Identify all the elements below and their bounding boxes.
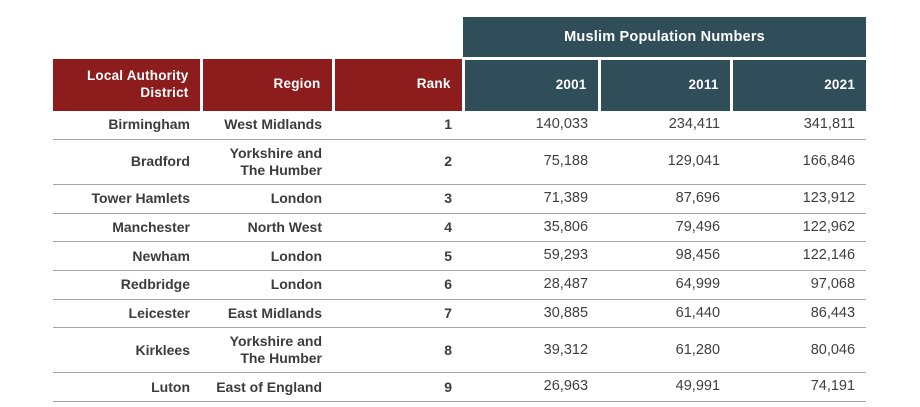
table-row: Bradford Yorkshire and The Humber 2 75,1… [53,139,867,185]
pop-2011-cell: 64,999 [599,270,732,300]
pop-2001-cell: 59,293 [463,241,600,271]
rank-cell: 1 [333,111,464,140]
rank-cell: 7 [333,299,464,329]
region-cell: Yorkshire and The Humber [201,327,333,374]
region-cell: London [201,270,333,300]
pop-2011-cell: 61,440 [599,299,732,329]
pop-2021-cell: 86,443 [731,299,867,329]
region-cell: Yorkshire and The Humber [201,139,333,185]
district-cell: Leicester [53,299,201,329]
region-cell: London [201,241,333,271]
col-header-2011: 2011 [599,58,733,111]
region-cell: West Midlands [201,111,333,140]
pop-2021-cell: 122,962 [731,213,867,243]
pop-2021-cell: 166,846 [731,139,867,185]
region-cell: East Midlands [201,299,333,329]
table-banner-title: Muslim Population Numbers [463,17,867,60]
pop-2001-cell: 30,885 [463,299,600,329]
pop-2011-cell: 79,496 [599,213,732,243]
table-row: Brent London 10 32,290 58,036 72,574 [53,401,867,407]
pop-2021-cell: 122,146 [731,241,867,271]
col-header-2021: 2021 [731,58,867,111]
district-cell: Bradford [53,139,201,185]
pop-2001-cell: 39,312 [463,327,600,374]
muslim-population-table: Muslim Population Numbers Local Authorit… [53,17,867,407]
table-row: Leicester East Midlands 7 30,885 61,440 … [53,299,867,329]
table-row: Kirklees Yorkshire and The Humber 8 39,3… [53,327,867,374]
pop-2001-cell: 71,389 [463,184,600,214]
rank-cell: 2 [333,139,464,185]
region-cell: East of England [201,372,333,403]
rank-cell: 10 [333,401,464,407]
pop-2011-cell: 98,456 [599,241,732,271]
pop-2021-cell: 80,046 [731,327,867,374]
table-row: Manchester North West 4 35,806 79,496 12… [53,213,867,243]
col-header-region: Region [201,58,335,111]
column-header-row: Local Authority District Region Rank 200… [53,58,867,111]
rank-cell: 5 [333,241,464,271]
rank-cell: 3 [333,184,464,214]
pop-2001-cell: 28,487 [463,270,600,300]
pop-2001-cell: 75,188 [463,139,600,185]
pop-2011-cell: 49,991 [599,372,732,403]
pop-2001-cell: 140,033 [463,111,600,140]
pop-2021-cell: 341,811 [731,111,867,140]
region-cell: North West [201,213,333,243]
pop-2001-cell: 32,290 [463,401,600,407]
district-cell: Brent [53,401,201,407]
col-header-rank: Rank [333,58,465,111]
pop-2001-cell: 26,963 [463,372,600,403]
pop-2011-cell: 234,411 [599,111,732,140]
pop-2011-cell: 58,036 [599,401,732,407]
col-header-2001: 2001 [463,58,601,111]
pop-2021-cell: 74,191 [731,372,867,403]
table-row: Birmingham West Midlands 1 140,033 234,4… [53,111,867,140]
table-row: Redbridge London 6 28,487 64,999 97,068 [53,270,867,300]
pop-2011-cell: 129,041 [599,139,732,185]
region-cell: London [201,401,333,407]
region-cell: London [201,184,333,214]
rank-cell: 4 [333,213,464,243]
district-cell: Birmingham [53,111,201,140]
pop-2021-cell: 123,912 [731,184,867,214]
district-cell: Kirklees [53,327,201,374]
district-cell: Luton [53,372,201,403]
district-cell: Manchester [53,213,201,243]
rank-cell: 8 [333,327,464,374]
table-row: Newham London 5 59,293 98,456 122,146 [53,241,867,271]
pop-2021-cell: 72,574 [731,401,867,407]
rank-cell: 6 [333,270,464,300]
table-row: Luton East of England 9 26,963 49,991 74… [53,372,867,403]
pop-2001-cell: 35,806 [463,213,600,243]
district-cell: Redbridge [53,270,201,300]
pop-2011-cell: 87,696 [599,184,732,214]
district-cell: Tower Hamlets [53,184,201,214]
banner-row: Muslim Population Numbers [53,17,867,60]
rank-cell: 9 [333,372,464,403]
col-header-district: Local Authority District [53,58,203,111]
table-row: Tower Hamlets London 3 71,389 87,696 123… [53,184,867,214]
district-cell: Newham [53,241,201,271]
pop-2011-cell: 61,280 [599,327,732,374]
pop-2021-cell: 97,068 [731,270,867,300]
banner-spacer [53,17,463,59]
